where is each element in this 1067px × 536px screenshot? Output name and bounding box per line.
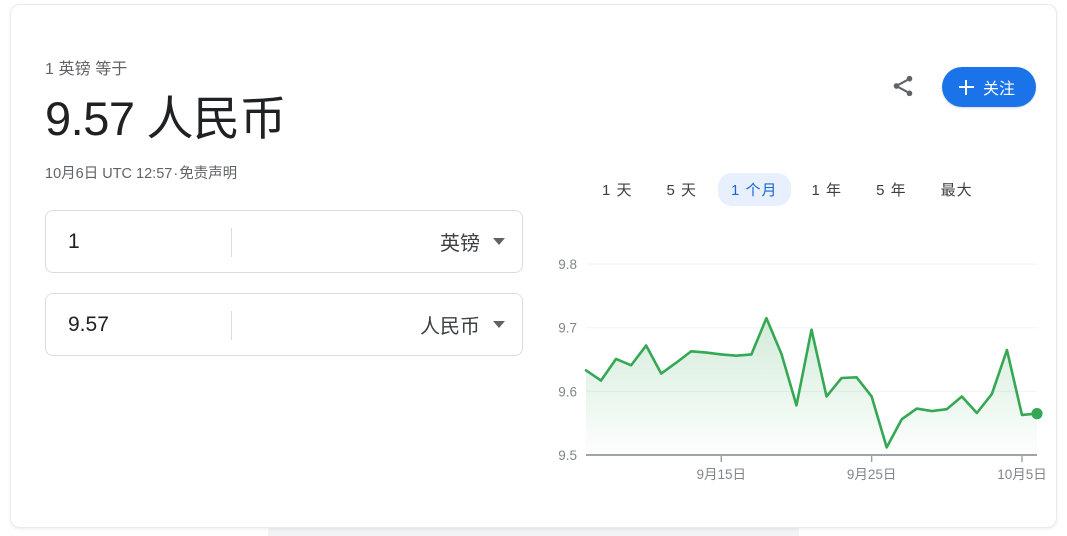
from-currency-select[interactable]: 英镑 [440,211,505,272]
field-divider [231,228,232,257]
follow-button-label: 关注 [982,81,1015,98]
follow-button[interactable]: 关注 [941,67,1036,107]
range-tab-label: 最大 [940,182,973,199]
chart-area-fill [586,318,1037,455]
from-currency-field[interactable]: 英镑 [45,210,523,273]
range-tab-label: 1 年 [811,182,843,199]
range-tab-1[interactable]: 5 天 [654,173,711,206]
rate-value: 9.57 [45,92,135,145]
rate-timestamp-row: 10月6日 UTC 12:57·免责声明 [45,162,545,183]
to-currency-field[interactable]: 人民币 [45,293,523,356]
rate-timestamp: 10月6日 UTC 12:57 [45,166,173,182]
field-divider [231,311,232,340]
currency-converter-card: 关注 1 英镑 等于 9.57 人民币 10月6日 UTC 12:57·免责声明 … [10,4,1057,528]
y-axis-tick-label: 9.7 [558,321,577,336]
range-tab-0[interactable]: 1 天 [589,173,646,206]
chevron-down-icon [493,321,505,328]
y-axis-tick-label: 9.8 [558,257,577,272]
conversion-subhead: 1 英镑 等于 [45,61,128,78]
to-currency-select[interactable]: 人民币 [420,294,505,355]
from-currency-label: 英镑 [440,233,480,255]
range-tab-label: 5 年 [876,182,907,199]
share-icon[interactable] [884,67,922,105]
from-amount-input[interactable] [46,229,216,254]
range-tab-5[interactable]: 最大 [928,173,986,206]
to-currency-label: 人民币 [420,316,480,338]
range-tab-label: 5 天 [666,182,698,199]
x-axis-tick-label: 9月15日 [697,467,747,482]
range-tab-4[interactable]: 5 年 [863,173,920,206]
range-tab-2[interactable]: 1 个月 [718,173,791,206]
range-tab-label: 1 天 [602,182,633,199]
disclaimer-link[interactable]: 免责声明 [179,166,238,182]
x-axis-tick-label: 10月5日 [997,467,1047,482]
rate-currency: 人民币 [146,92,286,145]
to-amount-input[interactable] [46,312,216,337]
range-tab-label: 1 个月 [731,182,778,199]
time-range-tabs: 1 天 5 天 1 个月 1 年 5 年 最大 [589,173,986,206]
plus-icon [958,79,974,95]
range-tab-3[interactable]: 1 年 [799,173,856,206]
exchange-rate-chart[interactable]: 9.8 9.7 9.6 9.5 9月15日 9月25日 10月5日 [539,233,1049,498]
y-axis-tick-label: 9.6 [558,384,577,399]
timestamp-separator: · [173,166,179,182]
y-axis-tick-label: 9.5 [558,448,577,463]
chevron-down-icon [493,238,505,245]
chart-end-marker [1031,408,1043,420]
x-axis-tick-label: 9月25日 [847,467,897,482]
chart-line [584,316,1039,449]
primary-rate: 9.57 人民币 [45,91,545,147]
